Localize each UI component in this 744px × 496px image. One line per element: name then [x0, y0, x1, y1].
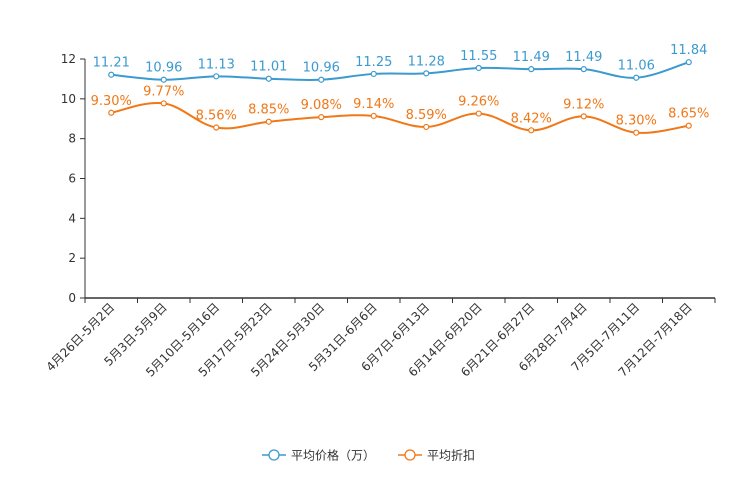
legend-marker-icon — [268, 449, 280, 461]
data-label: 11.06 — [618, 59, 655, 74]
y-tick-label: 0 — [68, 291, 76, 305]
data-point[interactable] — [685, 122, 692, 129]
legend-label: 平均价格（万） — [291, 448, 375, 463]
data-label: 9.77% — [143, 84, 184, 99]
data-point[interactable] — [423, 70, 430, 77]
data-label: 11.28 — [408, 54, 445, 69]
data-label: 10.96 — [145, 61, 182, 76]
data-point[interactable] — [265, 75, 272, 82]
data-label: 8.65% — [668, 107, 709, 122]
y-tick-label: 6 — [68, 172, 76, 186]
data-point[interactable] — [685, 59, 692, 66]
legend-item-1[interactable]: 平均价格（万） — [262, 448, 375, 463]
data-label: 9.14% — [353, 97, 394, 112]
data-point[interactable] — [318, 114, 325, 121]
data-label: 8.59% — [406, 108, 447, 123]
data-point[interactable] — [633, 74, 640, 81]
y-tick-label: 8 — [68, 132, 76, 146]
data-label: 11.01 — [250, 60, 287, 75]
data-label: 11.21 — [93, 56, 130, 71]
data-point[interactable] — [370, 112, 377, 120]
y-tick-label: 4 — [68, 211, 76, 225]
legend-marker-icon — [404, 449, 416, 461]
data-label: 9.26% — [458, 95, 499, 110]
data-label: 11.49 — [565, 50, 602, 65]
data-label: 9.30% — [91, 94, 132, 109]
series-layer: 11.21 10.96 11.13 11.01 10.96 11.25 11.28 11.55… — [91, 43, 709, 136]
legend-item-2[interactable]: 平均折扣 — [398, 448, 475, 463]
data-label: 8.85% — [248, 103, 289, 118]
data-point[interactable] — [528, 66, 535, 73]
data-label: 11.84 — [670, 43, 707, 58]
data-label: 9.08% — [301, 98, 342, 113]
data-label: 11.55 — [460, 49, 497, 64]
data-label: 11.13 — [198, 57, 235, 72]
series-line — [111, 101, 689, 134]
data-point[interactable] — [213, 124, 220, 131]
data-label: 11.49 — [513, 50, 550, 65]
y-tick-label: 2 — [68, 251, 76, 265]
data-label: 8.56% — [196, 109, 237, 124]
y-tick-label: 10 — [61, 92, 76, 106]
series-1: 11.21 10.96 11.13 11.01 10.96 11.25 11.28 11.55… — [93, 43, 707, 83]
data-point[interactable] — [580, 113, 587, 120]
data-point[interactable] — [108, 71, 115, 78]
data-label: 10.96 — [303, 61, 340, 76]
data-point[interactable] — [580, 66, 587, 73]
data-point[interactable] — [528, 127, 535, 134]
series-line — [111, 61, 690, 82]
legend-label: 平均折扣 — [427, 448, 475, 463]
data-point[interactable] — [475, 110, 482, 117]
data-point[interactable] — [633, 129, 640, 136]
data-label: 11.25 — [355, 55, 392, 70]
data-point[interactable] — [213, 73, 220, 80]
data-label: 8.30% — [616, 114, 657, 129]
data-label: 9.12% — [563, 97, 604, 112]
legend[interactable]: 平均价格（万） 平均折扣 — [262, 448, 475, 463]
y-tick-label: 12 — [61, 52, 76, 66]
series-2: 9.30% 9.77% 8.56% 8.85% 9.08% 9.14% 8.59% 9.26%… — [91, 84, 709, 136]
data-point[interactable] — [265, 118, 272, 125]
data-point[interactable] — [475, 64, 482, 72]
data-point[interactable] — [160, 76, 167, 83]
data-point[interactable] — [108, 109, 115, 116]
data-point[interactable] — [370, 70, 377, 78]
data-point[interactable] — [318, 76, 325, 83]
data-label: 8.42% — [511, 111, 552, 126]
data-point[interactable] — [160, 100, 167, 107]
data-point[interactable] — [423, 123, 430, 131]
